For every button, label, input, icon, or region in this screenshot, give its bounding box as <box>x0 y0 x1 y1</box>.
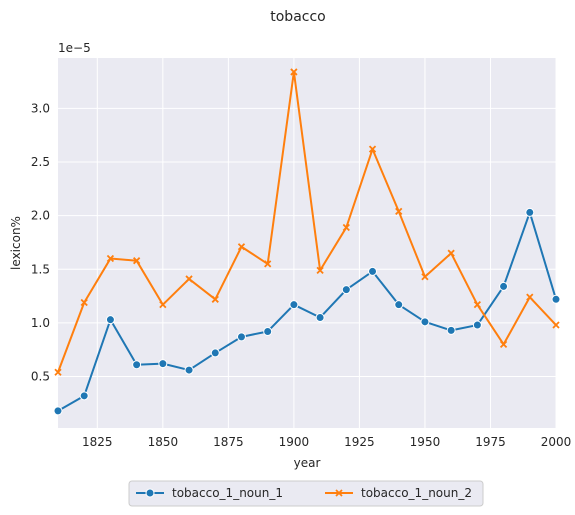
legend-item: tobacco_1_noun_2 <box>325 486 472 500</box>
series-layer <box>53 68 561 416</box>
data-point <box>315 313 325 323</box>
x-tick-label: 1950 <box>410 435 441 449</box>
legend: tobacco_1_noun_1 tobacco_1_noun_2 <box>128 480 484 507</box>
data-point <box>526 293 534 301</box>
data-point <box>446 325 456 335</box>
legend-box <box>128 480 484 507</box>
data-point <box>185 275 193 283</box>
data-point <box>79 391 89 401</box>
x-axis-label: year <box>294 456 321 470</box>
legend-marker <box>145 488 155 498</box>
x-tick-label: 1825 <box>82 435 113 449</box>
legend-label: tobacco_1_noun_1 <box>172 486 283 500</box>
y-tick-label: 2.5 <box>31 155 50 169</box>
data-point <box>237 243 246 251</box>
x-tick-label: 1925 <box>344 435 375 449</box>
data-point <box>210 348 220 358</box>
data-point <box>159 301 167 309</box>
data-point <box>525 207 535 217</box>
data-point <box>289 300 299 310</box>
data-point <box>132 257 141 265</box>
data-point <box>106 254 115 263</box>
y-tick-label: 2.0 <box>31 209 50 223</box>
x-tick-label: 1900 <box>279 435 310 449</box>
plot-area <box>58 58 556 428</box>
x-tick-label: 1875 <box>213 435 244 449</box>
legend-marker <box>335 489 343 497</box>
data-point <box>420 317 430 327</box>
data-point <box>211 295 219 303</box>
data-point <box>80 298 88 307</box>
y-offset-label: 1e−5 <box>58 41 91 55</box>
data-point <box>447 249 455 257</box>
data-point <box>341 285 351 295</box>
data-point <box>395 207 403 215</box>
data-point <box>421 273 429 281</box>
data-point <box>132 360 142 370</box>
data-point <box>342 223 350 232</box>
data-point <box>473 301 482 309</box>
data-point <box>290 68 298 76</box>
y-tick-label: 0.5 <box>31 370 50 384</box>
data-point <box>264 260 272 268</box>
data-point <box>263 326 273 336</box>
series-line <box>57 70 557 373</box>
data-point <box>394 300 404 310</box>
data-point <box>368 266 378 276</box>
series-tobacco_1_noun_2 <box>54 68 560 376</box>
legend-label: tobacco_1_noun_2 <box>361 486 472 500</box>
x-tick-label: 2000 <box>541 435 572 449</box>
data-point <box>499 281 509 291</box>
data-point <box>551 294 561 304</box>
data-point <box>316 266 324 274</box>
y-tick-label: 3.0 <box>31 101 50 115</box>
y-tick-label: 1.0 <box>31 316 50 330</box>
x-tick-label: 1975 <box>475 435 506 449</box>
data-point <box>158 359 168 369</box>
data-point <box>105 315 115 325</box>
data-point <box>499 340 508 348</box>
legend-item: tobacco_1_noun_1 <box>136 486 283 500</box>
data-point <box>53 406 63 416</box>
data-point <box>368 145 377 153</box>
y-tick-label: 1.5 <box>31 262 50 276</box>
x-axis: 1825 1850 1875 1900 1925 1950 1975 2000 <box>82 435 571 449</box>
data-point <box>552 321 560 329</box>
x-tick-label: 1850 <box>148 435 179 449</box>
y-axis: 0.5 1.0 1.5 2.0 2.5 3.0 <box>31 101 50 383</box>
y-axis-label: lexicon% <box>9 216 23 270</box>
data-point <box>472 320 482 330</box>
series-tobacco_1_noun_1 <box>53 207 561 416</box>
data-point <box>236 332 246 342</box>
chart-title: tobacco <box>270 9 325 25</box>
data-point <box>54 368 62 376</box>
data-point <box>184 365 194 375</box>
